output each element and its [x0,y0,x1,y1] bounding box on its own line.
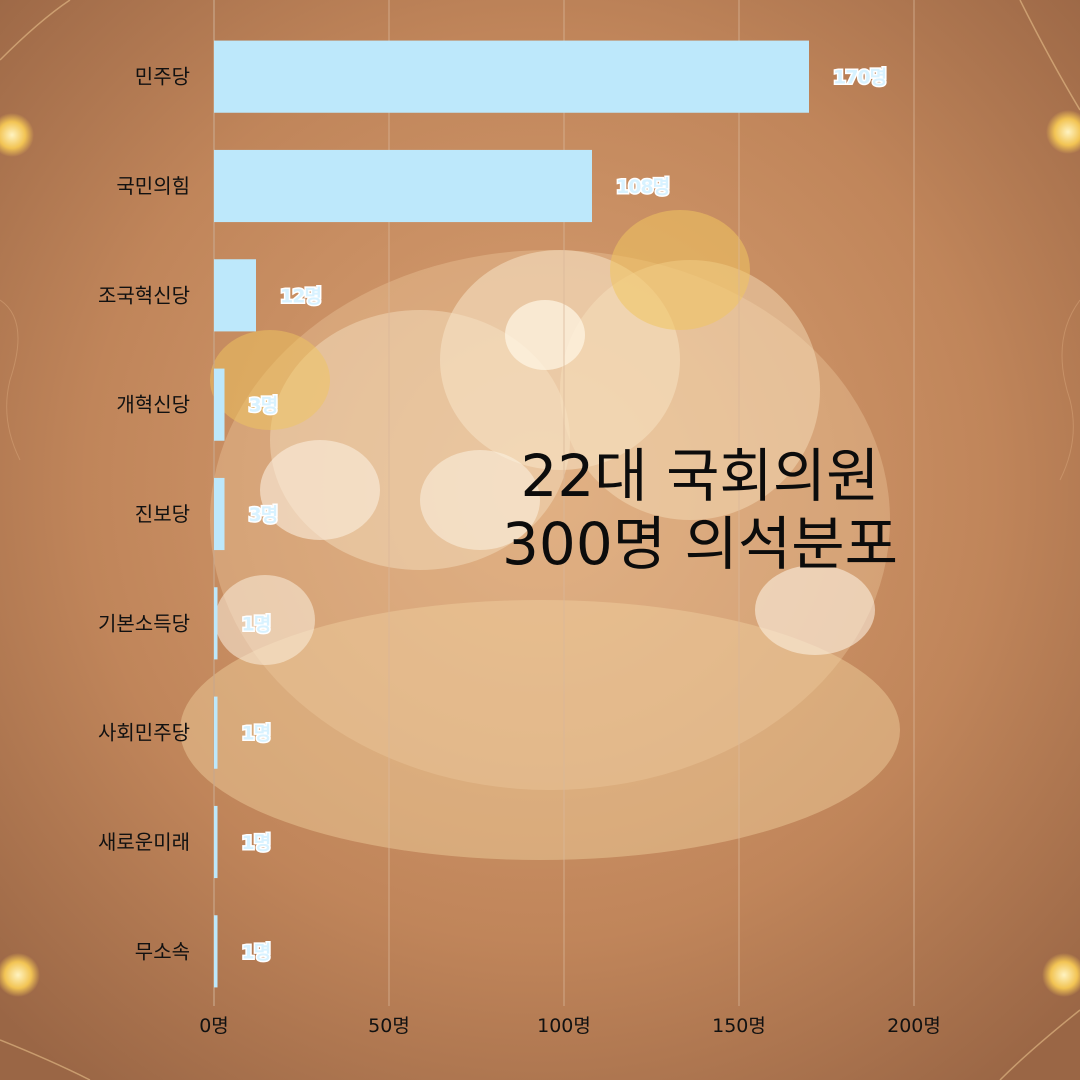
bar [214,368,225,441]
category-label: 진보당 [135,502,190,526]
category-label: 개혁신당 [116,393,190,417]
x-tick-label: 150명 [712,1015,766,1037]
chart-title-line-2: 300명 의석분포 [502,510,898,578]
category-label: 기본소득당 [98,611,190,635]
data-label: 1명 [242,723,271,745]
category-label: 국민의힘 [116,174,190,198]
bar [214,40,809,113]
category-label: 새로운미래 [98,830,190,854]
category-label: 무소속 [135,939,190,963]
bar [214,477,225,551]
data-label: 108명 [616,176,669,198]
x-tick-label: 50명 [368,1015,410,1037]
data-label: 170명 [833,67,886,89]
data-label: 3명 [249,395,278,417]
bar [214,696,218,769]
bar [214,259,256,332]
x-tick-label: 200명 [887,1015,941,1037]
bar [214,915,218,988]
x-axis-tick-labels: 0명 50명 100명 150명 200명 [199,1015,941,1037]
data-label: 3명 [249,504,278,526]
data-label: 1명 [242,941,271,963]
chart-title-line-1: 22대 국회의원 [520,442,880,510]
x-tick-label: 0명 [199,1015,229,1037]
bar [214,587,218,660]
x-tick-label: 100명 [537,1015,591,1037]
data-label: 1명 [242,832,271,854]
data-labels: 170명 108명 12명 3명 3명 1명 1명 1명 1명 [240,65,889,965]
chart-title: 22대 국회의원 300명 의석분포 [440,442,960,578]
category-label: 조국혁신당 [98,283,190,307]
category-label: 사회민주당 [98,721,190,745]
data-label: 12명 [280,285,321,307]
bar [214,149,592,223]
category-label: 민주당 [135,65,190,89]
data-label: 1명 [242,613,271,635]
chart-bars [214,40,809,988]
bar [214,805,218,879]
